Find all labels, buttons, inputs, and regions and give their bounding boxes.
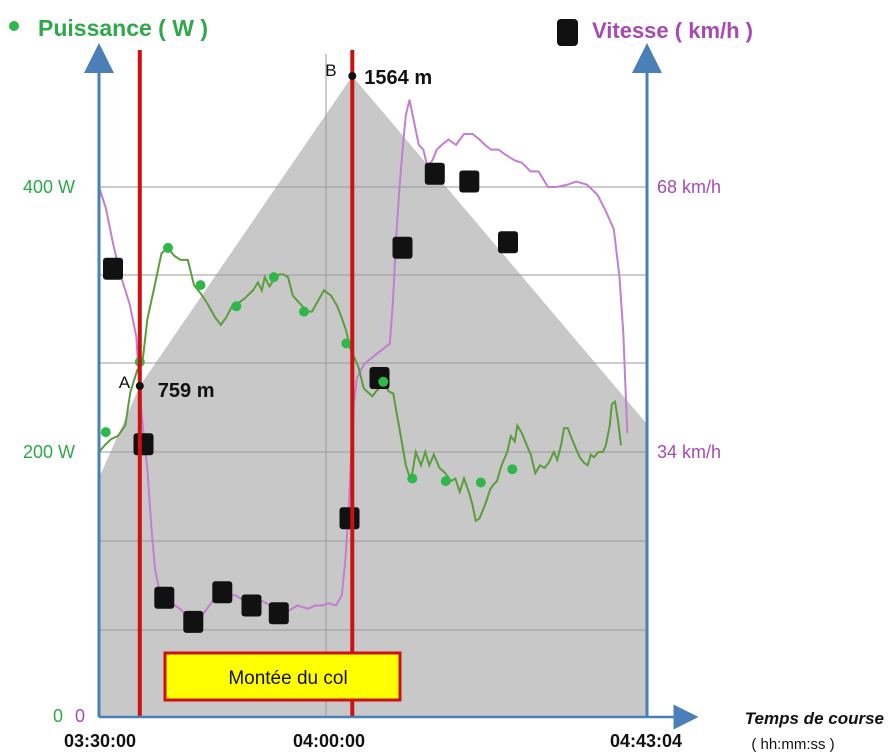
x-tick-mid: 04:00:00 xyxy=(293,731,365,751)
speed-marker xyxy=(241,594,262,617)
power-line xyxy=(98,246,622,523)
speed-marker xyxy=(392,236,413,259)
speed-legend-square xyxy=(557,19,578,46)
power-marker xyxy=(475,477,486,488)
right-tick-0: 0 xyxy=(75,706,85,726)
left-tick-200: 200 W xyxy=(23,442,75,462)
speed-marker xyxy=(133,433,154,456)
power-marker xyxy=(163,242,173,253)
power-legend-dot xyxy=(9,21,19,31)
segment-label: Montée du col xyxy=(228,668,347,689)
right-axis-title: Vitesse ( km/h ) xyxy=(592,18,753,43)
point-b-letter: B xyxy=(325,61,336,80)
point-a-marker xyxy=(135,382,144,390)
point-a-letter: A xyxy=(119,373,131,392)
x-axis-title: Temps de course xyxy=(745,709,884,728)
power-marker xyxy=(100,427,111,438)
speed-marker xyxy=(103,257,123,280)
power-marker xyxy=(268,272,279,283)
speed-markers xyxy=(103,162,518,633)
speed-marker xyxy=(339,507,360,530)
power-marker xyxy=(195,280,206,291)
x-tick-start: 03:30:00 xyxy=(64,731,136,751)
power-marker xyxy=(507,464,518,475)
segment-label-box xyxy=(163,651,402,702)
power-marker xyxy=(231,301,242,312)
point-b-label: 1564 m xyxy=(364,67,432,89)
speed-marker xyxy=(424,162,445,185)
speed-marker xyxy=(268,602,289,625)
speed-marker xyxy=(154,586,175,609)
power-marker xyxy=(407,473,418,484)
point-a-label: 759 m xyxy=(158,380,215,402)
point-b-marker xyxy=(348,72,357,80)
speed-marker xyxy=(498,231,518,254)
left-tick-0: 0 xyxy=(53,706,63,726)
right-tick-34: 34 km/h xyxy=(657,442,721,462)
speed-marker xyxy=(212,581,233,604)
speed-marker xyxy=(459,170,480,193)
speed-marker xyxy=(183,610,204,633)
right-tick-68: 68 km/h xyxy=(657,177,721,197)
power-marker xyxy=(440,476,451,487)
left-tick-400: 400 W xyxy=(23,177,75,197)
power-marker xyxy=(341,338,352,349)
x-tick-end: 04:43:04 xyxy=(610,731,682,751)
power-marker xyxy=(299,306,309,317)
left-axis-title: Puissance ( W ) xyxy=(38,15,208,41)
power-marker xyxy=(378,376,389,387)
x-axis-unit: ( hh:mm:ss ) xyxy=(751,736,834,753)
